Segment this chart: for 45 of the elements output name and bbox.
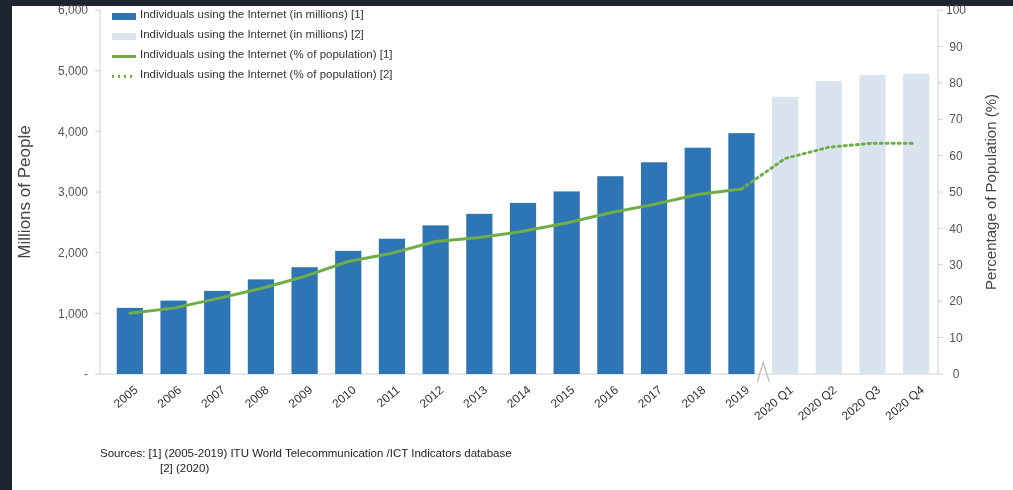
bar xyxy=(335,250,362,374)
bar xyxy=(553,191,580,374)
bar xyxy=(684,147,711,374)
bar xyxy=(597,176,624,374)
y-tick-label: 2,000 xyxy=(57,245,89,260)
y2-tick-label: 10 xyxy=(949,330,963,345)
bar xyxy=(728,133,755,374)
y2-tick-label: 40 xyxy=(949,221,963,236)
y2-tick-label: 60 xyxy=(949,148,963,163)
y-tick-label: 1,000 xyxy=(57,306,89,321)
legend-label: Individuals using the Internet (% of population) [2] xyxy=(140,68,393,80)
y2-tick-label: 20 xyxy=(949,294,963,309)
legend-label: Individuals using the Internet (in millions) [1] xyxy=(140,8,364,20)
y2-tick-label: 0 xyxy=(952,367,960,382)
source-note: Sources: [1] (2005-2019) ITU World Telecommunication /ICT Indicators database xyxy=(100,447,512,459)
y2-tick-label: 70 xyxy=(949,112,963,127)
bar xyxy=(815,80,842,374)
bar xyxy=(466,213,493,374)
text: [2] (2020) xyxy=(160,462,210,474)
bar xyxy=(903,73,930,374)
bar xyxy=(509,202,537,374)
y-tick-label: 6,000 xyxy=(57,3,89,18)
y2-tick-label: 100 xyxy=(945,3,967,18)
bar xyxy=(422,225,449,374)
y-tick-label: 3,000 xyxy=(57,185,89,200)
bar xyxy=(204,290,231,374)
y2-tick-label: 50 xyxy=(949,185,963,200)
bar xyxy=(291,267,318,374)
bar xyxy=(772,96,799,374)
bar xyxy=(378,238,406,374)
bar xyxy=(116,307,143,374)
y2-tick-label: 30 xyxy=(949,258,963,272)
y2-axis-title: Percentage of Population (%) xyxy=(982,94,999,290)
legend-label: Individuals using the Internet (in millions) [2] xyxy=(140,28,364,40)
y-axis-title: Millions of People xyxy=(15,125,34,259)
bar xyxy=(160,300,187,374)
y-tick-label: 5,000 xyxy=(57,63,89,78)
y-tick-label: 4,000 xyxy=(57,124,89,139)
bar xyxy=(247,279,274,374)
y2-tick-label: 80 xyxy=(949,76,963,90)
y-tick-label: - xyxy=(84,367,88,382)
bar xyxy=(640,162,668,374)
bar xyxy=(859,74,886,374)
y2-tick-label: 90 xyxy=(949,39,963,54)
legend-label: Individuals using the Internet (% of population) [1] xyxy=(140,48,393,60)
